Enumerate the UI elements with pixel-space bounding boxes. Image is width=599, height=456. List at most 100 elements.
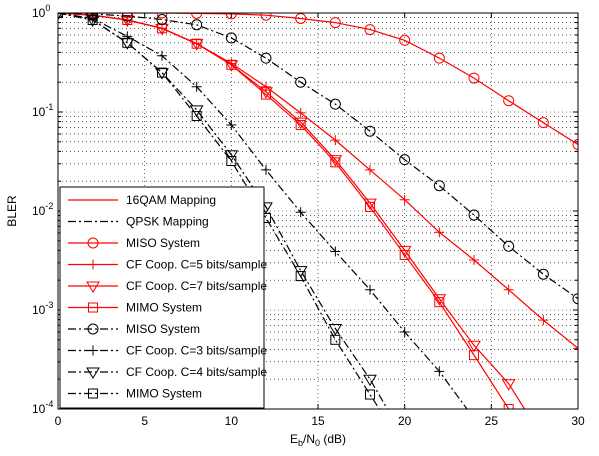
legend-label: 16QAM Mapping	[126, 193, 216, 207]
marker	[191, 81, 202, 92]
x-label-part: E	[290, 432, 298, 446]
marker	[295, 207, 306, 218]
marker	[572, 138, 578, 150]
marker	[293, 117, 308, 130]
marker	[226, 155, 237, 166]
marker	[365, 164, 375, 175]
x-label-part: /N	[303, 432, 315, 446]
marker	[503, 240, 515, 252]
marker	[364, 125, 376, 137]
x-tick-label: 20	[398, 414, 412, 428]
marker	[469, 414, 479, 424]
y-tick-base: 10	[32, 105, 46, 119]
marker	[399, 154, 411, 166]
marker	[226, 59, 237, 70]
marker	[260, 13, 272, 21]
marker	[432, 294, 447, 306]
marker	[469, 254, 479, 265]
marker	[573, 343, 578, 354]
series-line	[58, 13, 389, 409]
marker	[259, 87, 273, 99]
legend-label: CF Coop. C=5 bits/sample	[126, 258, 267, 272]
legend-label: MIMO System	[126, 301, 202, 315]
marker	[224, 150, 239, 162]
marker	[434, 366, 445, 377]
marker	[157, 67, 167, 78]
marker	[87, 323, 99, 335]
marker	[537, 268, 549, 280]
marker	[330, 334, 341, 345]
x-tick-label: 25	[485, 414, 499, 428]
x-tick-label: 10	[225, 414, 239, 428]
marker	[537, 435, 549, 445]
marker	[295, 76, 307, 88]
marker	[157, 23, 167, 34]
marker	[364, 24, 376, 36]
marker	[122, 14, 133, 25]
series-group	[58, 13, 578, 453]
y-tick-power: -2	[45, 201, 53, 211]
legend: 16QAM Mapping QPSK Mapping MISO System CF C…	[59, 186, 267, 409]
marker	[467, 340, 481, 353]
marker	[329, 17, 341, 29]
marker	[469, 350, 479, 361]
y-axis-label: BLER	[5, 195, 19, 227]
marker	[330, 157, 341, 168]
marker	[434, 297, 445, 308]
marker	[363, 374, 377, 387]
legend-box	[59, 186, 265, 409]
marker	[501, 379, 516, 391]
marker	[538, 315, 549, 326]
marker	[121, 13, 133, 22]
y-tick-base: 10	[32, 204, 46, 218]
y-tick-power: -3	[45, 300, 53, 310]
marker	[503, 404, 514, 409]
marker	[157, 50, 167, 61]
marker	[226, 119, 237, 130]
series-line	[58, 13, 578, 145]
legend-label: MISO System	[126, 322, 200, 336]
marker	[120, 38, 135, 50]
marker	[189, 105, 204, 117]
marker	[400, 444, 409, 453]
marker	[399, 249, 410, 260]
marker	[224, 60, 239, 72]
y-tick-label: 10-1	[32, 102, 53, 119]
marker	[468, 72, 480, 84]
x-tick-label: 30	[571, 414, 585, 428]
marker	[86, 367, 100, 379]
marker	[330, 246, 341, 257]
marker	[328, 155, 343, 167]
marker	[537, 117, 549, 129]
marker	[330, 135, 341, 146]
marker	[399, 326, 410, 337]
marker	[122, 31, 133, 42]
marker	[363, 198, 377, 211]
marker	[295, 119, 306, 130]
x-tick-label: 15	[311, 414, 325, 428]
y-tick-label: 100	[32, 3, 50, 20]
marker	[468, 209, 480, 221]
y-tick-label: 10-3	[32, 300, 53, 317]
y-tick-base: 10	[32, 402, 46, 416]
series-line	[58, 13, 510, 409]
marker	[365, 284, 375, 295]
marker	[191, 38, 202, 49]
x-label-part: 0	[315, 438, 320, 448]
marker	[399, 34, 411, 46]
marker	[87, 14, 98, 25]
x-tick-label: 0	[55, 414, 62, 428]
marker	[399, 435, 411, 445]
marker	[156, 13, 168, 25]
grid	[57, 12, 579, 410]
x-axis-label: Eb/N0 (dB)	[290, 432, 346, 448]
marker	[225, 32, 237, 44]
marker	[433, 180, 445, 192]
marker	[572, 293, 578, 305]
marker	[156, 13, 168, 19]
y-tick-label: 10-4	[32, 399, 53, 416]
marker	[86, 281, 100, 293]
